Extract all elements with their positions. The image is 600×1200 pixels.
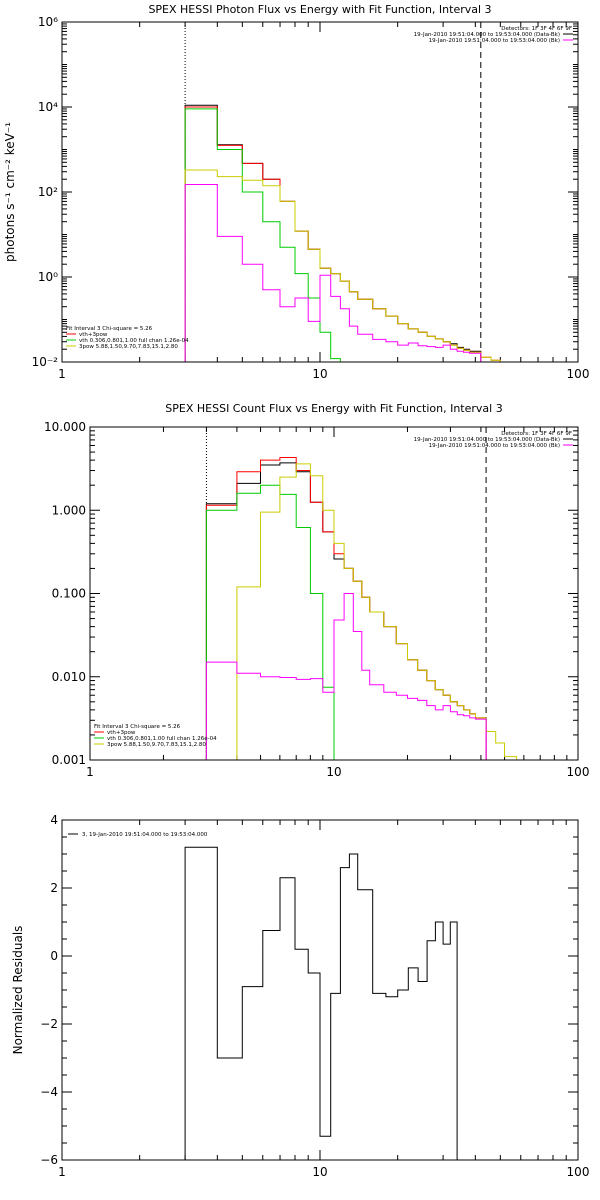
y-tick-label: 0.100 — [52, 587, 86, 601]
x-axis: 1 10 100 — [86, 427, 589, 779]
legend-text: 19-Jan-2010 19:51:04.000 to 19:53:04.000… — [429, 38, 560, 44]
legend-text: Detectors: 1F 3F 4F 6F 9F — [501, 26, 572, 32]
series-line-2 — [205, 457, 487, 760]
y-tick-label: 10.000 — [44, 420, 86, 434]
y-tick-label: 1.000 — [52, 503, 86, 517]
legend-text: 3pow 5.88,1.50,9.70,7.83,15.1,2.80 — [107, 742, 206, 748]
y-tick-label: 0 — [50, 949, 58, 963]
series-line-5 — [184, 184, 482, 362]
legend-text: 3, 19-Jan-2010 19:51:04.000 to 19:53:04.… — [82, 832, 208, 838]
y-tick-label: 0.001 — [52, 753, 86, 767]
y-tick-label: 4 — [50, 813, 58, 827]
legend-text: 19-Jan-2010 19:51:04.000 to 19:53:04.000… — [414, 437, 560, 443]
x-tick-label: 1 — [58, 1165, 66, 1179]
x-tick-label: 100 — [567, 1165, 590, 1179]
legend-text: 19-Jan-2010 19:51:04.000 to 19:53:04.000… — [429, 443, 560, 449]
chart-title: SPEX HESSI Count Flux vs Energy with Fit… — [165, 402, 502, 415]
chart-title: SPEX HESSI Photon Flux vs Energy with Fi… — [148, 3, 491, 16]
legend-text: vth 0.306,0.801,1.00 full chan 1.26e-04 — [79, 338, 189, 344]
series-line-5 — [205, 593, 487, 760]
y-tick-label: 10⁴ — [38, 100, 58, 114]
series-line-4 — [184, 169, 501, 362]
legend-text: vth+3pow — [79, 332, 108, 338]
series-line-3 — [205, 484, 335, 760]
legend-text: 3pow 5.88,1.50,9.70,7.83,15.1,2.80 — [79, 344, 178, 350]
y-tick-label: 0.010 — [52, 670, 86, 684]
legend-text: vth 0.306,0.801,1.00 full chan 1.26e-04 — [107, 736, 217, 742]
y-tick-label: 10² — [38, 185, 58, 199]
series-group — [205, 457, 518, 760]
legend-top-left: 3, 19-Jan-2010 19:51:04.000 to 19:53:04.… — [68, 832, 208, 838]
x-tick-label: 100 — [567, 367, 590, 381]
y-tick-label: −2 — [40, 1017, 58, 1031]
legend-bottom-left: Fit Interval 3 Chi-square = 5.26vth+3pow… — [66, 326, 189, 350]
series-line-1 — [184, 846, 458, 1160]
y-axis: 0.001 0.010 0.100 1.000 10.000 — [44, 420, 578, 767]
y-tick-label: 10⁰ — [38, 270, 58, 284]
series-line-4 — [236, 463, 518, 760]
x-tick-label: 10 — [312, 1165, 327, 1179]
y-axis-label: photons s⁻¹ cm⁻² keV⁻¹ — [3, 122, 17, 262]
y-tick-label: −4 — [40, 1085, 58, 1099]
y-tick-label: 2 — [50, 881, 58, 895]
legend-text: Fit Interval 3 Chi-square = 5.26 — [94, 724, 181, 730]
plot-frame — [61, 21, 579, 363]
x-tick-label: 100 — [567, 765, 590, 779]
y-tick-label: 10⁶ — [38, 15, 58, 29]
x-tick-label: 10 — [312, 367, 327, 381]
y-tick-label: 10⁻² — [32, 355, 59, 369]
chart-panel-2: SPEX HESSI Count Flux vs Energy with Fit… — [44, 402, 589, 779]
legend-text: Fit Interval 3 Chi-square = 5.26 — [66, 326, 153, 332]
legend-text: 19-Jan-2010 19:51:04.000 to 19:53:04.000… — [414, 32, 560, 38]
x-tick-label: 10 — [326, 765, 341, 779]
y-tick-label: −6 — [40, 1153, 58, 1167]
series-line-1 — [205, 462, 487, 760]
x-tick-label: 1 — [86, 765, 94, 779]
x-tick-label: 1 — [58, 367, 66, 381]
legend-text: vth+3pow — [107, 730, 136, 736]
legend-bottom-left: Fit Interval 3 Chi-square = 5.26vth+3pow… — [94, 724, 217, 748]
x-axis: 1 10 100 — [58, 22, 589, 381]
y-axis: −6 −4 −2 0 2 4 — [40, 813, 578, 1167]
plot-frame — [89, 426, 579, 761]
y-axis: 10⁻² 10⁰ 10² 10⁴ 10⁶ — [32, 15, 578, 369]
plot-frame — [61, 819, 579, 1161]
series-group — [184, 104, 501, 362]
chart-panel-3: Normalized Residuals 1 10 100 −6 −4 −2 0 2 4 3, 19… — [11, 813, 589, 1179]
x-axis: 1 10 100 — [58, 820, 589, 1179]
legend-text: Detectors: 1F 3F 4F 6F 9F — [501, 431, 572, 437]
series-group — [184, 846, 458, 1160]
series-line-3 — [184, 108, 341, 362]
series-line-1 — [184, 104, 482, 362]
chart-panel-1: SPEX HESSI Photon Flux vs Energy with Fi… — [3, 3, 589, 381]
y-axis-label: Normalized Residuals — [11, 926, 25, 1055]
